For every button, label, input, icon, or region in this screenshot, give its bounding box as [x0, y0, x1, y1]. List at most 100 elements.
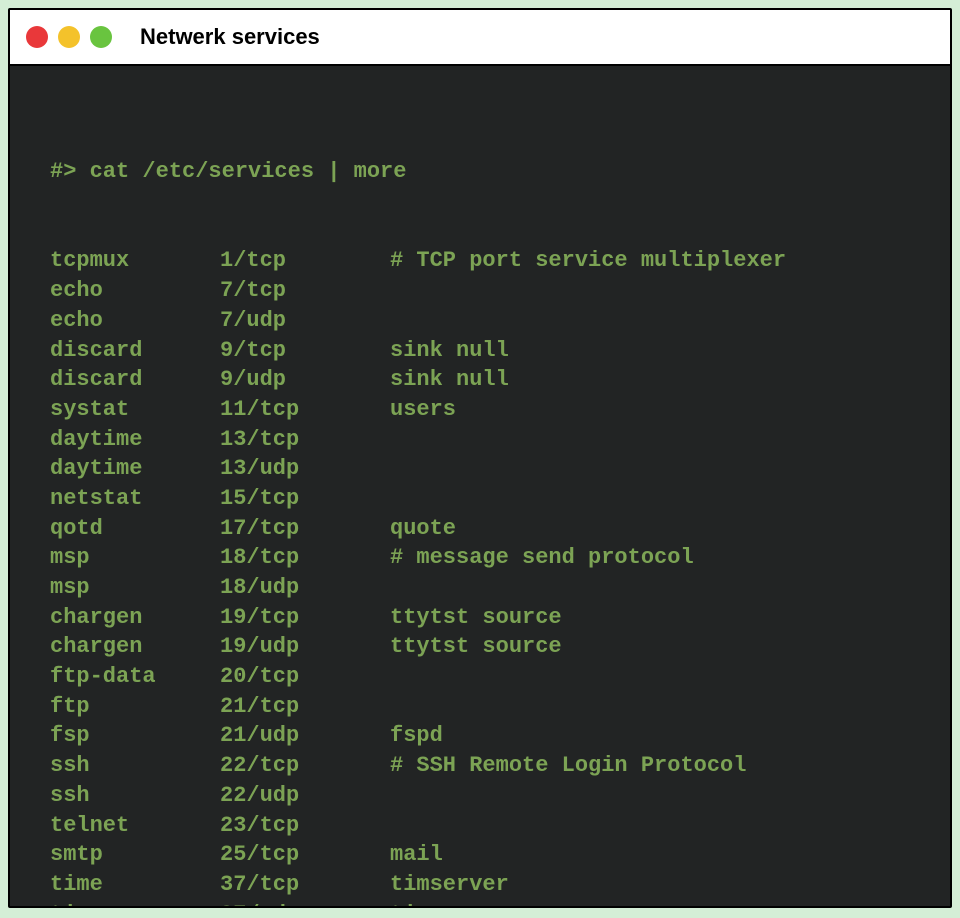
service-port: 37/udp [220, 900, 390, 906]
service-alias [390, 781, 520, 811]
minimize-icon[interactable] [58, 26, 80, 48]
service-alias: timserver [390, 870, 520, 900]
service-row: echo7/udp [50, 306, 910, 336]
service-name: telnet [50, 811, 220, 841]
service-port: 7/tcp [220, 276, 390, 306]
service-comment: # TCP port service multiplexer [390, 246, 786, 276]
service-name: ftp [50, 692, 220, 722]
service-name: ftp-data [50, 662, 220, 692]
maximize-icon[interactable] [90, 26, 112, 48]
service-alias: fspd [390, 721, 520, 751]
service-alias [390, 692, 520, 722]
service-alias: timserver [390, 900, 520, 906]
service-name: tcpmux [50, 246, 220, 276]
service-port: 19/tcp [220, 603, 390, 633]
service-port: 18/udp [220, 573, 390, 603]
service-port: 21/udp [220, 721, 390, 751]
service-port: 22/udp [220, 781, 390, 811]
service-alias: ttytst source [390, 632, 520, 662]
service-port: 17/tcp [220, 514, 390, 544]
service-row: discard9/udpsink null [50, 365, 910, 395]
service-row: chargen19/tcpttytst source [50, 603, 910, 633]
service-alias [390, 484, 520, 514]
service-name: netstat [50, 484, 220, 514]
service-name: smtp [50, 840, 220, 870]
service-name: chargen [50, 603, 220, 633]
service-port: 1/tcp [220, 246, 390, 276]
service-row: chargen19/udpttytst source [50, 632, 910, 662]
service-alias: ttytst source [390, 603, 520, 633]
service-alias [390, 276, 520, 306]
service-alias: mail [390, 840, 520, 870]
service-port: 22/tcp [220, 751, 390, 781]
service-port: 13/udp [220, 454, 390, 484]
service-port: 25/tcp [220, 840, 390, 870]
service-port: 37/tcp [220, 870, 390, 900]
service-alias [390, 573, 520, 603]
services-output: tcpmux1/tcp# TCP port service multiplexe… [50, 246, 910, 906]
service-name: discard [50, 336, 220, 366]
service-port: 13/tcp [220, 425, 390, 455]
service-port: 21/tcp [220, 692, 390, 722]
service-row: msp18/udp [50, 573, 910, 603]
service-comment: # SSH Remote Login Protocol [390, 751, 746, 781]
service-row: ssh22/tcp# SSH Remote Login Protocol [50, 751, 910, 781]
service-name: systat [50, 395, 220, 425]
service-name: daytime [50, 425, 220, 455]
service-name: daytime [50, 454, 220, 484]
terminal-body[interactable]: #> cat /etc/services | more tcpmux1/tcp#… [10, 66, 950, 906]
close-icon[interactable] [26, 26, 48, 48]
service-row: smtp25/tcpmail [50, 840, 910, 870]
window-title: Netwerk services [140, 24, 320, 50]
service-alias: sink null [390, 365, 520, 395]
service-row: telnet23/tcp [50, 811, 910, 841]
service-alias [390, 425, 520, 455]
titlebar: Netwerk services [10, 10, 950, 66]
service-port: 11/tcp [220, 395, 390, 425]
service-row: msp18/tcp# message send protocol [50, 543, 910, 573]
service-alias: quote [390, 514, 520, 544]
service-name: qotd [50, 514, 220, 544]
service-port: 18/tcp [220, 543, 390, 573]
service-name: ssh [50, 751, 220, 781]
service-port: 19/udp [220, 632, 390, 662]
service-row: tcpmux1/tcp# TCP port service multiplexe… [50, 246, 910, 276]
service-name: msp [50, 543, 220, 573]
service-alias [390, 662, 520, 692]
service-row: echo7/tcp [50, 276, 910, 306]
service-name: echo [50, 306, 220, 336]
service-alias [390, 454, 520, 484]
service-alias [390, 306, 520, 336]
service-row: ftp21/tcp [50, 692, 910, 722]
service-port: 9/udp [220, 365, 390, 395]
service-row: daytime13/tcp [50, 425, 910, 455]
command-line: #> cat /etc/services | more [50, 157, 910, 187]
service-row: time37/udptimserver [50, 900, 910, 906]
service-port: 9/tcp [220, 336, 390, 366]
service-port: 23/tcp [220, 811, 390, 841]
service-name: discard [50, 365, 220, 395]
service-name: msp [50, 573, 220, 603]
service-name: echo [50, 276, 220, 306]
service-port: 15/tcp [220, 484, 390, 514]
service-row: discard9/tcpsink null [50, 336, 910, 366]
service-port: 7/udp [220, 306, 390, 336]
service-row: ftp-data20/tcp [50, 662, 910, 692]
terminal-window: Netwerk services #> cat /etc/services | … [8, 8, 952, 908]
service-row: netstat15/tcp [50, 484, 910, 514]
service-row: ssh22/udp [50, 781, 910, 811]
service-name: fsp [50, 721, 220, 751]
service-name: time [50, 870, 220, 900]
service-row: time37/tcptimserver [50, 870, 910, 900]
service-comment: # message send protocol [390, 543, 694, 573]
service-name: ssh [50, 781, 220, 811]
service-alias: users [390, 395, 520, 425]
service-alias [390, 811, 520, 841]
service-row: systat11/tcpusers [50, 395, 910, 425]
traffic-lights [26, 26, 112, 48]
service-name: time [50, 900, 220, 906]
service-port: 20/tcp [220, 662, 390, 692]
service-row: qotd17/tcpquote [50, 514, 910, 544]
service-row: fsp21/udpfspd [50, 721, 910, 751]
service-alias: sink null [390, 336, 520, 366]
